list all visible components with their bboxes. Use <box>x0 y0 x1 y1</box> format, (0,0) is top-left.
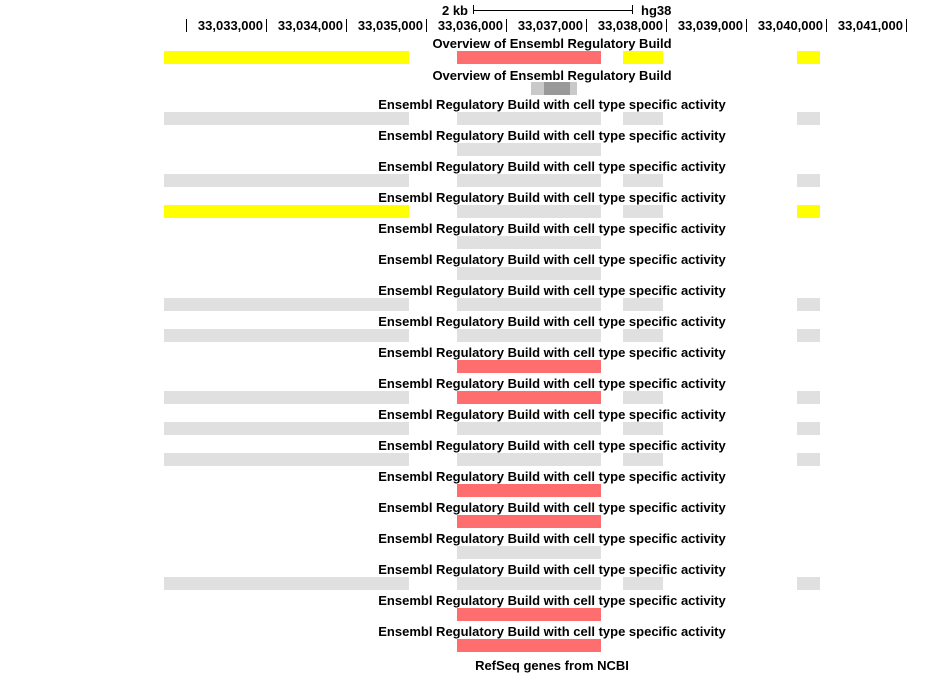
axis-position-label: 33,038,000 <box>597 18 663 33</box>
track-title-label[interactable]: Overview of Ensembl Regulatory Build <box>432 68 672 83</box>
feature-bar-lightgray[interactable] <box>531 82 544 95</box>
track-title-label[interactable]: Ensembl Regulatory Build with cell type … <box>378 531 726 546</box>
feature-bar-gray[interactable] <box>457 546 601 559</box>
axis-tick-mark <box>506 19 507 32</box>
feature-bar-gray[interactable] <box>457 329 601 342</box>
feature-bar-gray[interactable] <box>164 329 409 342</box>
feature-bar-gray[interactable] <box>623 577 663 590</box>
axis-tick-mark <box>666 19 667 32</box>
axis-tick-mark <box>346 19 347 32</box>
feature-bar-gray[interactable] <box>797 577 820 590</box>
assembly-label: hg38 <box>641 3 672 18</box>
axis-tick-mark <box>826 19 827 32</box>
feature-bar-gray[interactable] <box>623 112 663 125</box>
feature-bar-gray[interactable] <box>164 298 409 311</box>
track-title-label[interactable]: Ensembl Regulatory Build with cell type … <box>378 345 726 360</box>
scale-bar-label: 2 kb <box>441 3 468 18</box>
feature-bar-gray[interactable] <box>457 143 601 156</box>
feature-bar-gray[interactable] <box>623 391 663 404</box>
axis-tick-mark <box>186 19 187 32</box>
track-title-label[interactable]: Ensembl Regulatory Build with cell type … <box>378 469 726 484</box>
track-title-label[interactable]: Ensembl Regulatory Build with cell type … <box>378 376 726 391</box>
axis-position-label: 33,033,000 <box>197 18 263 33</box>
track-title-label[interactable]: Ensembl Regulatory Build with cell type … <box>378 128 726 143</box>
track-title-label[interactable]: Ensembl Regulatory Build with cell type … <box>378 562 726 577</box>
feature-bar-darkgray[interactable] <box>544 82 570 95</box>
feature-bar-gray[interactable] <box>164 577 409 590</box>
axis-position-label: 33,041,000 <box>837 18 903 33</box>
feature-bar-gray[interactable] <box>164 453 409 466</box>
axis-tick-mark <box>906 19 907 32</box>
feature-bar-yellow[interactable] <box>797 205 820 218</box>
track-title-label[interactable]: Ensembl Regulatory Build with cell type … <box>378 500 726 515</box>
scale-bar-line <box>473 10 633 11</box>
feature-bar-red[interactable] <box>457 639 601 652</box>
axis-tick-mark <box>266 19 267 32</box>
feature-bar-lightgray[interactable] <box>570 82 577 95</box>
track-title-label[interactable]: Overview of Ensembl Regulatory Build <box>432 36 672 51</box>
feature-bar-gray[interactable] <box>797 112 820 125</box>
track-title-label[interactable]: Ensembl Regulatory Build with cell type … <box>378 438 726 453</box>
feature-bar-gray[interactable] <box>797 329 820 342</box>
track-title-label[interactable]: Ensembl Regulatory Build with cell type … <box>378 252 726 267</box>
axis-position-label: 33,034,000 <box>277 18 343 33</box>
scale-bar-left-cap <box>473 5 474 14</box>
track-title-label[interactable]: RefSeq genes from NCBI <box>475 658 629 673</box>
feature-bar-yellow[interactable] <box>797 51 820 64</box>
feature-bar-gray[interactable] <box>797 391 820 404</box>
feature-bar-gray[interactable] <box>623 174 663 187</box>
feature-bar-gray[interactable] <box>164 112 409 125</box>
feature-bar-red[interactable] <box>457 515 601 528</box>
feature-bar-red[interactable] <box>457 51 601 64</box>
feature-bar-gray[interactable] <box>457 453 601 466</box>
axis-tick-mark <box>426 19 427 32</box>
track-title-label[interactable]: Ensembl Regulatory Build with cell type … <box>378 624 726 639</box>
track-title-label[interactable]: Ensembl Regulatory Build with cell type … <box>378 593 726 608</box>
feature-bar-gray[interactable] <box>457 205 601 218</box>
feature-bar-red[interactable] <box>457 391 601 404</box>
feature-bar-gray[interactable] <box>797 174 820 187</box>
feature-bar-gray[interactable] <box>457 422 601 435</box>
feature-bar-gray[interactable] <box>797 422 820 435</box>
track-title-label[interactable]: Ensembl Regulatory Build with cell type … <box>378 407 726 422</box>
scale-bar-right-cap <box>632 5 633 14</box>
feature-bar-red[interactable] <box>457 608 601 621</box>
axis-tick-mark <box>586 19 587 32</box>
axis-position-label: 33,036,000 <box>437 18 503 33</box>
axis-position-label: 33,039,000 <box>677 18 743 33</box>
track-title-label[interactable]: Ensembl Regulatory Build with cell type … <box>378 159 726 174</box>
feature-bar-gray[interactable] <box>164 422 409 435</box>
track-title-label[interactable]: Ensembl Regulatory Build with cell type … <box>378 190 726 205</box>
feature-bar-gray[interactable] <box>623 298 663 311</box>
axis-tick-mark <box>746 19 747 32</box>
feature-bar-gray[interactable] <box>457 298 601 311</box>
feature-bar-gray[interactable] <box>457 236 601 249</box>
feature-bar-gray[interactable] <box>623 453 663 466</box>
feature-bar-gray[interactable] <box>457 112 601 125</box>
feature-bar-red[interactable] <box>457 484 601 497</box>
feature-bar-gray[interactable] <box>457 174 601 187</box>
feature-bar-yellow[interactable] <box>623 51 663 64</box>
axis-position-label: 33,040,000 <box>757 18 823 33</box>
feature-bar-red[interactable] <box>457 360 601 373</box>
feature-bar-gray[interactable] <box>164 391 409 404</box>
feature-bar-gray[interactable] <box>164 174 409 187</box>
track-title-label[interactable]: Ensembl Regulatory Build with cell type … <box>378 221 726 236</box>
axis-position-label: 33,037,000 <box>517 18 583 33</box>
feature-bar-gray[interactable] <box>797 298 820 311</box>
feature-bar-gray[interactable] <box>457 267 601 280</box>
feature-bar-yellow[interactable] <box>164 205 409 218</box>
feature-bar-gray[interactable] <box>623 205 663 218</box>
feature-bar-gray[interactable] <box>623 422 663 435</box>
axis-position-label: 33,035,000 <box>357 18 423 33</box>
track-title-label[interactable]: Ensembl Regulatory Build with cell type … <box>378 314 726 329</box>
feature-bar-gray[interactable] <box>797 453 820 466</box>
feature-bar-gray[interactable] <box>457 577 601 590</box>
feature-bar-gray[interactable] <box>623 329 663 342</box>
feature-bar-yellow[interactable] <box>164 51 409 64</box>
track-title-label[interactable]: Ensembl Regulatory Build with cell type … <box>378 97 726 112</box>
track-title-label[interactable]: Ensembl Regulatory Build with cell type … <box>378 283 726 298</box>
